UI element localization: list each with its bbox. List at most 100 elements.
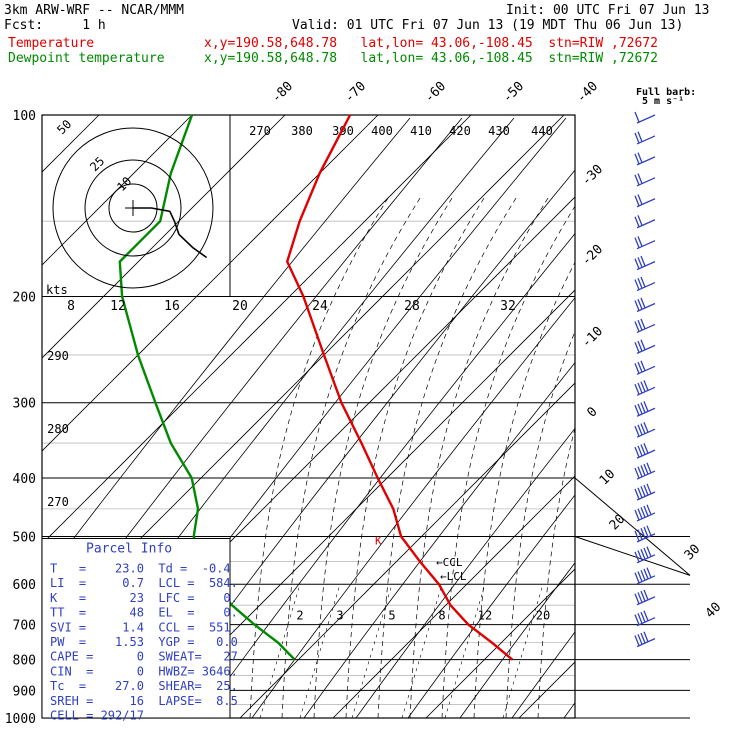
moist-adiabat	[473, 261, 575, 718]
isotherm	[599, 115, 740, 731]
k-marker: K	[375, 535, 382, 548]
mixing-ratio-line	[259, 584, 301, 718]
theta-label: 420	[449, 124, 471, 138]
theta-label-left: 270	[47, 495, 69, 509]
dry-adiabat	[303, 361, 575, 718]
parcel-info-row: CIN = 0 HWBZ= 3646.	[50, 664, 238, 678]
temperature-location: x,y=190.58,648.78 lat,lon= 43.06,-108.45…	[204, 36, 658, 51]
wind-barb	[634, 297, 656, 313]
isotherm	[332, 475, 575, 718]
wind-barb	[634, 152, 656, 166]
parcel-info-row: TT = 48 EL = 0.	[50, 606, 238, 620]
isotherm-label: -10	[579, 324, 606, 351]
moist-adiabat	[249, 194, 391, 718]
dry-adiabat	[407, 494, 575, 718]
mixing-ratio-label: 8	[438, 609, 445, 623]
isotherm	[0, 115, 6, 731]
isotherm	[42, 115, 193, 266]
pressure-tick-label: 500	[13, 530, 36, 545]
hodograph-ring-label: 50	[54, 117, 74, 137]
parcel-info-row: SREH = 16 LAPSE= 8.5	[50, 694, 238, 708]
mixing-ratio-label: 20	[536, 609, 550, 623]
isotherm-label: -70	[342, 79, 369, 106]
parcel-info-row: T = 23.0 Td = -0.4	[50, 561, 231, 575]
hodograph-ring-label: 25	[87, 154, 107, 174]
isotherm	[518, 661, 575, 718]
wind-barb	[634, 255, 656, 271]
parcel-info-row: LI = 0.7 LCL = 584.	[50, 576, 238, 590]
dewpoint-location: x,y=190.58,648.78 lat,lon= 43.06,-108.45…	[204, 51, 658, 66]
model-title: 3km ARW-WRF -- NCAR/MMM	[4, 3, 185, 18]
wind-barb	[634, 483, 656, 501]
isotherm-label: 30	[682, 542, 704, 564]
parcel-info-row: SVI = 1.4 CCL = 551.	[50, 620, 238, 634]
moist-adiabat	[281, 194, 423, 718]
dry-adiabat	[616, 118, 740, 718]
moist-adiabat	[505, 330, 575, 718]
isotherm-label: 20	[607, 512, 629, 534]
mixing-ratio-line	[299, 584, 341, 718]
wind-barb	[634, 236, 656, 250]
moist-adiabat	[345, 194, 487, 718]
hodograph-speed-label: 28	[404, 299, 420, 314]
isotherm-label: 10	[597, 467, 619, 489]
hodograph-speed-label: 32	[500, 299, 516, 314]
dry-adiabat	[251, 297, 575, 718]
hodograph-speed-label: 16	[164, 299, 180, 314]
dry-adiabat	[511, 631, 575, 718]
pressure-tick-label: 200	[13, 291, 36, 306]
isotherm-label: -80	[269, 79, 296, 106]
isotherm-label: -40	[574, 79, 601, 106]
hodograph-trace	[133, 207, 208, 259]
isotherm	[692, 115, 740, 731]
isotherm	[42, 115, 379, 452]
ccl-marker: ←CCL	[436, 556, 463, 569]
pressure-tick-label: 800	[13, 654, 36, 669]
moist-adiabat	[313, 194, 455, 718]
wind-barb	[634, 215, 656, 229]
hodograph-ring-label: 10	[114, 174, 134, 194]
wind-barb	[634, 462, 656, 480]
mixing-ratio-label: 3	[336, 609, 343, 623]
dry-adiabat	[563, 702, 575, 718]
pressure-tick-label: 600	[13, 578, 36, 593]
parcel-info-row: CAPE = 0 SWEAT= 27	[50, 650, 238, 664]
theta-label: 380	[291, 124, 313, 138]
hodograph-unit: kts	[46, 283, 68, 297]
dewpoint-trace	[118, 114, 296, 661]
parcel-info-row: CELL = 292/17	[50, 708, 144, 722]
full-barb-value: 5 m s⁻¹	[642, 96, 684, 107]
isotherm	[146, 289, 575, 718]
wind-barb	[634, 567, 656, 585]
hodograph-ring	[52, 127, 214, 289]
wind-barb	[634, 318, 656, 334]
isotherm	[239, 382, 575, 718]
forecast-hour: Fcst: 1 h	[4, 18, 106, 33]
lcl-marker: ←LCL	[440, 570, 467, 583]
hodograph-ring	[108, 183, 158, 233]
isotherm-label: 0	[584, 404, 600, 420]
theta-label: 430	[488, 124, 510, 138]
isotherm-label: -60	[422, 79, 449, 106]
wind-barb	[634, 610, 656, 627]
pressure-tick-label: 100	[13, 109, 36, 124]
isotherm	[425, 568, 575, 718]
temperature-trace	[285, 114, 514, 661]
parcel-info-row: K = 23 LFC = 0.	[50, 591, 238, 605]
wind-barb	[634, 589, 656, 606]
wind-barb	[634, 194, 656, 208]
mixing-ratio-label: 2	[296, 609, 303, 623]
isotherm-extension	[574, 477, 691, 576]
wind-barb	[634, 401, 656, 417]
init-time: Init: 00 UTC Fri 07 Jun 13	[506, 3, 710, 18]
mixing-ratio-label: 12	[478, 609, 492, 623]
mixing-ratio-label: 5	[388, 609, 395, 623]
theta-label: 270	[249, 124, 271, 138]
moist-adiabat	[441, 205, 575, 718]
moist-adiabat	[537, 427, 575, 718]
theta-label-left: 280	[47, 422, 69, 436]
full-barb-label: Full barb:	[636, 87, 696, 98]
parcel-info-title: Parcel Info	[86, 541, 172, 556]
theta-label: 400	[371, 124, 393, 138]
